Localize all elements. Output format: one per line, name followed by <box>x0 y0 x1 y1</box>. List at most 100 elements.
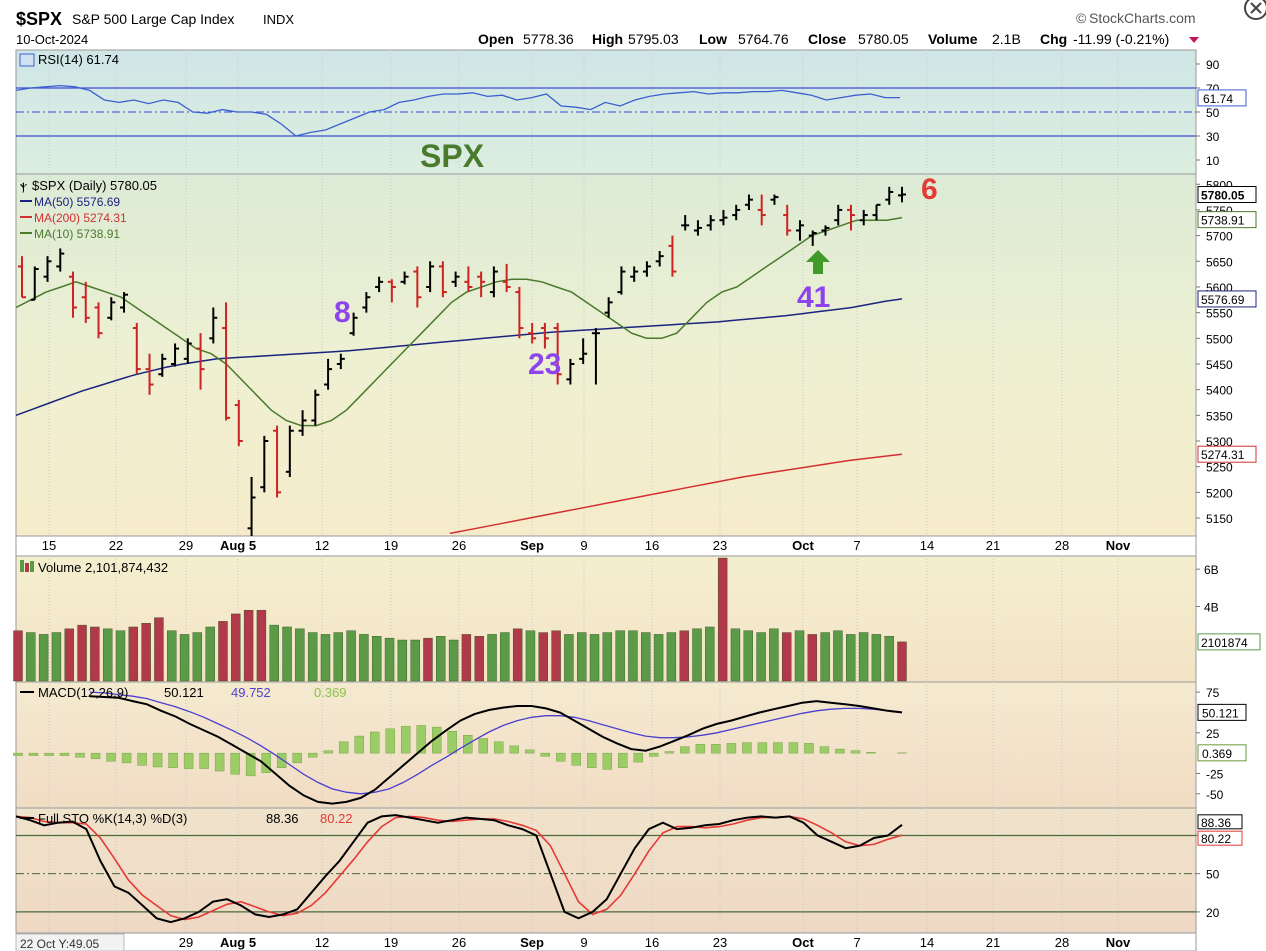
ohlc-bar <box>642 261 651 277</box>
volume-bar <box>64 628 74 682</box>
ohlc-bar <box>655 251 664 267</box>
volume-bar <box>717 557 728 682</box>
ohlc-bar <box>56 248 65 272</box>
volume-tick-label: 6B <box>1204 563 1219 577</box>
price-value-box <box>1197 290 1257 308</box>
date-tick-label: 15 <box>42 538 56 553</box>
macd-histogram-bar <box>28 752 39 756</box>
ohlc-bar <box>285 425 294 477</box>
macd-tick-label: 25 <box>1206 727 1220 741</box>
macd-histogram-bar <box>44 752 54 756</box>
ohlc-bar <box>18 256 26 299</box>
price-legend-text: $SPX (Daily) 5780.05 <box>32 178 157 193</box>
bottom-date-tick-label: Aug 5 <box>220 935 256 950</box>
ohlc-bar <box>298 410 307 436</box>
ohlc-bar <box>43 256 52 282</box>
bottom-date-tick-label: Nov <box>1106 935 1131 950</box>
macd-histogram-bar <box>152 752 163 768</box>
volume-bar <box>282 626 292 682</box>
rsi-tick-label: 30 <box>1206 130 1220 144</box>
macd-signal-line <box>89 691 903 795</box>
macd-histogram-bar <box>75 752 85 758</box>
sto-legend-text: Full STO %K(14,3) %D(3) <box>38 811 187 826</box>
macd-histogram-bar <box>804 743 814 754</box>
bottom-date-tick-label: 21 <box>986 935 1000 950</box>
bottom-date-tick-label: 16 <box>645 935 659 950</box>
macd-histogram-bar <box>757 742 768 754</box>
sto-value-box <box>1197 814 1243 830</box>
rsi-tick-label: 90 <box>1206 58 1220 72</box>
exchange: INDX <box>263 12 294 27</box>
ohlc-bar <box>260 435 269 493</box>
up-arrow-icon <box>806 250 830 274</box>
ohlc-bar <box>426 261 435 293</box>
symbol: $SPX <box>16 9 62 29</box>
macd-histogram-bar <box>525 749 535 754</box>
volume-bar <box>705 626 715 682</box>
volume-bar <box>192 632 203 682</box>
volume-bar <box>781 632 792 682</box>
macd-histogram-bar <box>742 742 752 754</box>
rsi-icon <box>19 53 35 67</box>
volume-bar <box>897 641 907 682</box>
brand-name: StockCharts.com <box>1089 10 1196 26</box>
ohlc-bar <box>872 203 881 221</box>
price-value-label: 5780.05 <box>1201 189 1245 203</box>
price-tick-label: 5500 <box>1206 332 1233 346</box>
date-tick-label: 16 <box>645 538 659 553</box>
ohlc-bar <box>477 271 486 298</box>
low-value: 5764.76 <box>738 31 789 47</box>
rsi-value-box <box>1197 89 1247 107</box>
ohlc-bar <box>732 204 741 221</box>
volume-bar <box>653 634 664 682</box>
price-tick-label: 5250 <box>1206 461 1233 475</box>
macd-histogram-bar <box>618 752 628 768</box>
ohlc-bar <box>120 292 129 313</box>
macd-histogram-bar <box>680 746 690 754</box>
volume-bar <box>13 630 23 682</box>
ohlc-bar <box>591 328 600 385</box>
macd-histogram-bar <box>90 752 101 760</box>
brand-logo: © <box>1076 10 1087 26</box>
ohlc-bar <box>681 215 690 231</box>
ohlc-bar <box>311 389 320 426</box>
macd-histogram-bar <box>866 752 876 754</box>
macd-line <box>89 695 903 805</box>
macd-histogram-bar <box>587 752 597 768</box>
ohlc-bar <box>604 297 613 318</box>
volume-bar <box>410 639 420 682</box>
volume-bar <box>628 630 638 682</box>
macd-histogram-bar <box>788 742 799 754</box>
volume-layer <box>13 557 907 682</box>
volume-bar <box>51 632 62 682</box>
macd-histogram-bar <box>307 752 318 758</box>
macd-histogram-bar <box>370 731 380 754</box>
macd-histogram-bar <box>183 752 194 769</box>
ohlc-bar <box>69 271 78 318</box>
volume-bar <box>243 609 254 682</box>
date-tick-label: Nov <box>1106 538 1131 553</box>
macd-histogram-bar <box>338 741 349 754</box>
ohlc-bar <box>528 322 537 344</box>
volume-bar <box>346 630 356 682</box>
chart-date: 10-Oct-2024 <box>16 32 88 47</box>
bottom-date-tick-label: 7 <box>853 935 860 950</box>
volume-bar <box>231 613 241 682</box>
annotation-8: 8 <box>334 296 351 329</box>
macd-histogram-bar <box>447 730 457 754</box>
sto-value-label: 80.22 <box>1201 832 1231 846</box>
bottom-date-tick-label: 19 <box>384 935 398 950</box>
ohlc-bar <box>834 204 843 226</box>
price-tick-label: 5150 <box>1206 512 1233 526</box>
price-tick-label: 5400 <box>1206 384 1233 398</box>
volume-bar <box>615 630 625 682</box>
cursor-readout: 22 Oct Y:49.05 <box>20 937 99 951</box>
ohlc-bar <box>783 204 792 236</box>
sto-d-line <box>15 815 903 921</box>
volume-value-label: 2101874 <box>1201 636 1248 650</box>
macd-signal-value: 49.752 <box>231 685 271 700</box>
macd-histogram-bar <box>230 752 240 775</box>
volume-bar <box>179 634 190 682</box>
price-tick-label: 5450 <box>1206 358 1233 372</box>
